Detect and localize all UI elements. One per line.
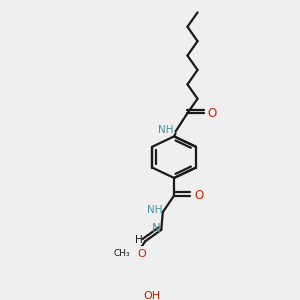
- Text: OH: OH: [143, 291, 161, 300]
- Text: O: O: [138, 249, 146, 259]
- Text: NH: NH: [147, 205, 162, 215]
- Text: N: N: [152, 222, 160, 235]
- Text: CH₃: CH₃: [113, 249, 130, 258]
- Text: H: H: [134, 235, 142, 245]
- Text: NH: NH: [158, 124, 174, 134]
- Text: O: O: [208, 107, 217, 120]
- Text: O: O: [194, 189, 203, 202]
